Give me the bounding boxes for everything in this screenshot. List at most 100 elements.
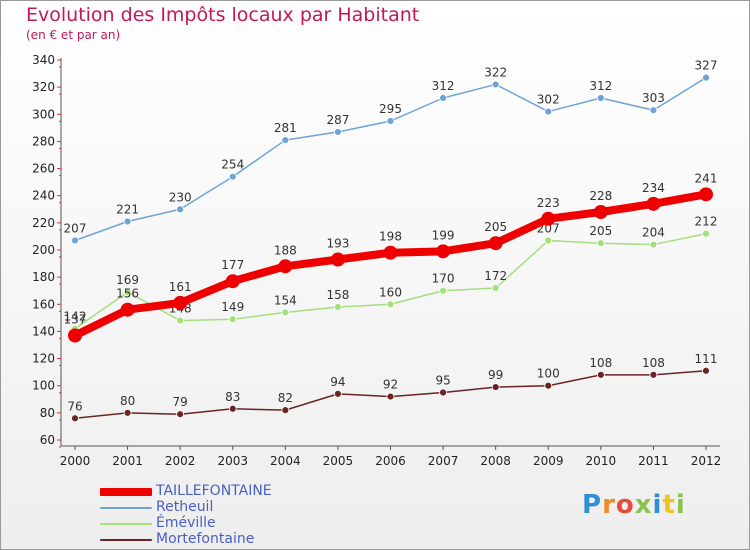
x-tick-label: 2003 [217, 454, 248, 468]
data-point [123, 288, 132, 296]
x-tick-label: 2011 [638, 454, 669, 468]
chart-title: Evolution des Impôts locaux par Habitant [26, 4, 420, 26]
data-label: 76 [67, 399, 82, 413]
data-point [281, 308, 290, 317]
data-point [334, 128, 342, 136]
legend-label: Mortefontaine [156, 531, 255, 547]
logo-letter: t [662, 490, 676, 520]
data-point [225, 274, 240, 289]
legend-label: TAILLEFONTAINE [156, 483, 272, 499]
x-tick-label: 2004 [270, 454, 301, 468]
legend-swatch [100, 539, 152, 541]
y-tick-label: 340 [32, 53, 55, 67]
data-label: 207 [64, 222, 87, 236]
data-label: 169 [116, 273, 139, 287]
data-label: 223 [537, 196, 560, 210]
y-tick-label: 180 [32, 270, 55, 284]
data-label: 170 [432, 272, 455, 286]
data-label: 154 [274, 293, 297, 307]
data-point [386, 117, 395, 125]
x-tick-label: 2007 [428, 454, 459, 468]
data-point [386, 392, 395, 401]
data-point [596, 239, 605, 248]
data-label: 108 [589, 356, 612, 370]
data-label: 327 [695, 59, 718, 73]
data-label: 312 [432, 79, 455, 93]
data-label: 205 [589, 224, 612, 238]
data-label: 198 [379, 230, 402, 244]
data-point [491, 383, 500, 391]
data-label: 312 [589, 79, 612, 93]
data-label: 228 [589, 189, 612, 203]
data-label: 149 [221, 300, 244, 314]
data-label: 188 [274, 243, 297, 257]
data-point [176, 316, 185, 325]
data-label: 82 [278, 391, 293, 405]
x-tick-label: 2002 [165, 454, 196, 468]
data-label: 281 [274, 121, 297, 135]
data-label: 221 [116, 203, 139, 217]
data-label: 177 [221, 258, 244, 272]
data-label: 161 [169, 280, 192, 294]
data-point [281, 136, 290, 144]
data-label: 83 [225, 390, 240, 404]
data-label: 199 [432, 228, 455, 242]
data-point [702, 73, 710, 82]
data-label: 254 [221, 158, 244, 172]
y-tick-label: 280 [32, 134, 55, 148]
data-label: 234 [642, 181, 665, 195]
y-tick-label: 200 [32, 243, 55, 257]
data-label: 99 [488, 368, 503, 382]
data-point [649, 240, 658, 249]
y-tick-label: 140 [32, 324, 55, 338]
data-point [278, 259, 293, 274]
data-label: 295 [379, 102, 402, 116]
data-point [541, 211, 556, 226]
data-label: 79 [173, 395, 188, 409]
data-label: 142 [64, 310, 87, 324]
data-point [71, 236, 79, 245]
data-point [334, 389, 342, 398]
data-label: 241 [695, 171, 718, 185]
data-point [123, 408, 132, 417]
legend-swatch [100, 507, 152, 509]
data-point [491, 284, 500, 292]
data-point [544, 107, 553, 116]
y-tick-label: 320 [32, 80, 55, 94]
data-point [173, 295, 188, 310]
data-label: 137 [64, 313, 87, 327]
data-point [646, 196, 661, 211]
data-label: 158 [326, 288, 349, 302]
y-tick-label: 300 [32, 107, 55, 121]
data-point [68, 328, 82, 343]
proxiti-logo: Proxiti [582, 490, 686, 520]
legend-label: Retheuil [156, 499, 214, 515]
x-tick-label: 2001 [112, 454, 143, 468]
data-label: 95 [435, 374, 450, 388]
data-label: 193 [326, 237, 349, 251]
data-label: 108 [642, 356, 665, 370]
y-tick-label: 260 [32, 162, 55, 176]
logo-letter: r [602, 490, 616, 520]
data-point [439, 286, 447, 295]
x-tick-label: 2000 [60, 454, 91, 468]
x-tick-label: 2010 [586, 454, 617, 468]
data-label: 156 [116, 287, 139, 301]
data-label: 92 [383, 378, 398, 392]
y-tick-label: 60 [40, 433, 55, 447]
data-label: 111 [695, 352, 718, 366]
data-point [386, 300, 395, 309]
legend-label: Éméville [156, 515, 216, 531]
data-point [228, 315, 237, 324]
data-label: 100 [537, 367, 560, 381]
data-point [228, 404, 237, 413]
x-tick-label: 2005 [323, 454, 354, 468]
y-tick-label: 100 [32, 379, 55, 393]
data-point [120, 302, 135, 317]
data-point [281, 406, 290, 415]
data-point [649, 106, 658, 115]
data-point [176, 205, 185, 214]
logo-letter: x [634, 490, 653, 520]
logo-letter: P [582, 490, 603, 520]
x-tick-label: 2009 [533, 454, 564, 468]
